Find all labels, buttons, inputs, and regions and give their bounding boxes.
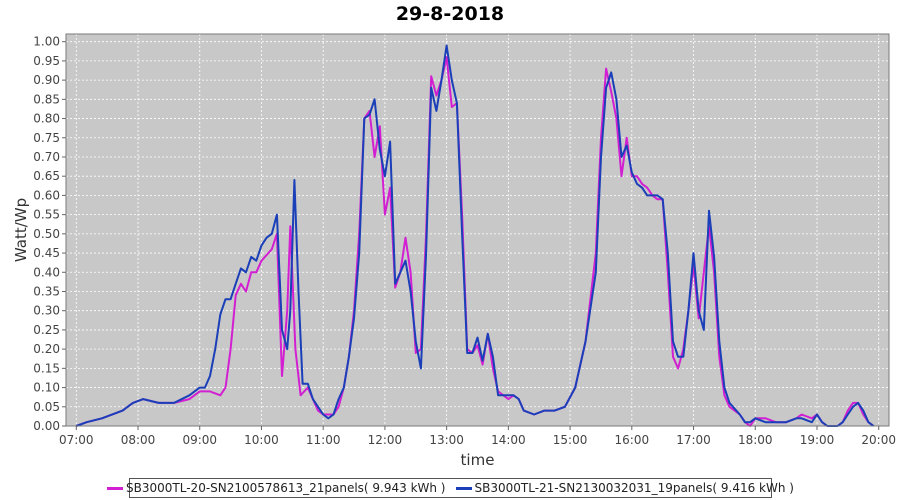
y-tick-label: 0.05	[33, 400, 60, 414]
x-tick-label: 10:00	[244, 433, 279, 447]
y-tick-label: 0.80	[33, 112, 60, 126]
y-tick-label: 0.15	[33, 361, 60, 375]
series-line-2	[75, 44, 875, 427]
y-tick-label: 0.30	[33, 304, 60, 318]
legend-label: SB3000TL-20-SN2100578613_21panels( 9.943…	[126, 481, 446, 495]
y-tick-label: 0.70	[33, 150, 60, 164]
legend-swatch	[455, 486, 472, 490]
y-tick-label: 0.55	[33, 208, 60, 222]
legend-swatch	[107, 486, 124, 490]
x-axis-label: time	[461, 451, 495, 469]
x-tick-label: 08:00	[121, 433, 156, 447]
x-tick-label: 16:00	[615, 433, 650, 447]
y-tick-label: 0.35	[33, 284, 60, 298]
y-tick-label: 0.50	[33, 227, 60, 241]
plot-area	[66, 34, 889, 426]
y-tick-label: 0.60	[33, 188, 60, 202]
series-layer	[75, 44, 875, 427]
x-tick-label: 11:00	[306, 433, 341, 447]
x-tick-label: 20:00	[861, 433, 896, 447]
plot-border	[65, 33, 890, 427]
x-tick-label: 07:00	[59, 433, 94, 447]
legend-item: SB3000TL-21-SN2130032031_19panels( 9.416…	[455, 481, 794, 495]
y-tick-label: 0.45	[33, 246, 60, 260]
legend-item: SB3000TL-20-SN2100578613_21panels( 9.943…	[107, 481, 446, 495]
x-tick-label: 14:00	[491, 433, 526, 447]
legend-label: SB3000TL-21-SN2130032031_19panels( 9.416…	[474, 481, 794, 495]
y-tick-label: 1.00	[33, 35, 60, 49]
y-tick-label: 0.40	[33, 265, 60, 279]
x-tick-label: 19:00	[800, 433, 835, 447]
y-tick-label: 0.65	[33, 169, 60, 183]
x-tick-label: 18:00	[738, 433, 773, 447]
chart-title: 29-8-2018	[395, 3, 505, 25]
x-tick-label: 13:00	[429, 433, 464, 447]
y-tick-label: 0.10	[33, 381, 60, 395]
x-tick-label: 12:00	[368, 433, 403, 447]
y-tick-label: 0.00	[33, 419, 60, 433]
y-tick-label: 0.85	[33, 92, 60, 106]
x-tick-label: 09:00	[182, 433, 217, 447]
y-tick-label: 0.95	[33, 54, 60, 68]
y-tick-label: 0.25	[33, 323, 60, 337]
y-axis-label: Watt/Wp	[12, 198, 30, 262]
y-tick-label: 0.90	[33, 73, 60, 87]
x-tick-label: 17:00	[676, 433, 711, 447]
grid	[66, 34, 889, 427]
axes: 0.00 0.05 0.10 0.15 0.20 0.25 0.30 0.35 0.40 0.45…	[33, 35, 896, 447]
x-tick-label: 15:00	[553, 433, 588, 447]
y-tick-label: 0.75	[33, 131, 60, 145]
legend: SB3000TL-20-SN2100578613_21panels( 9.943…	[107, 478, 794, 498]
y-tick-label: 0.20	[33, 342, 60, 356]
